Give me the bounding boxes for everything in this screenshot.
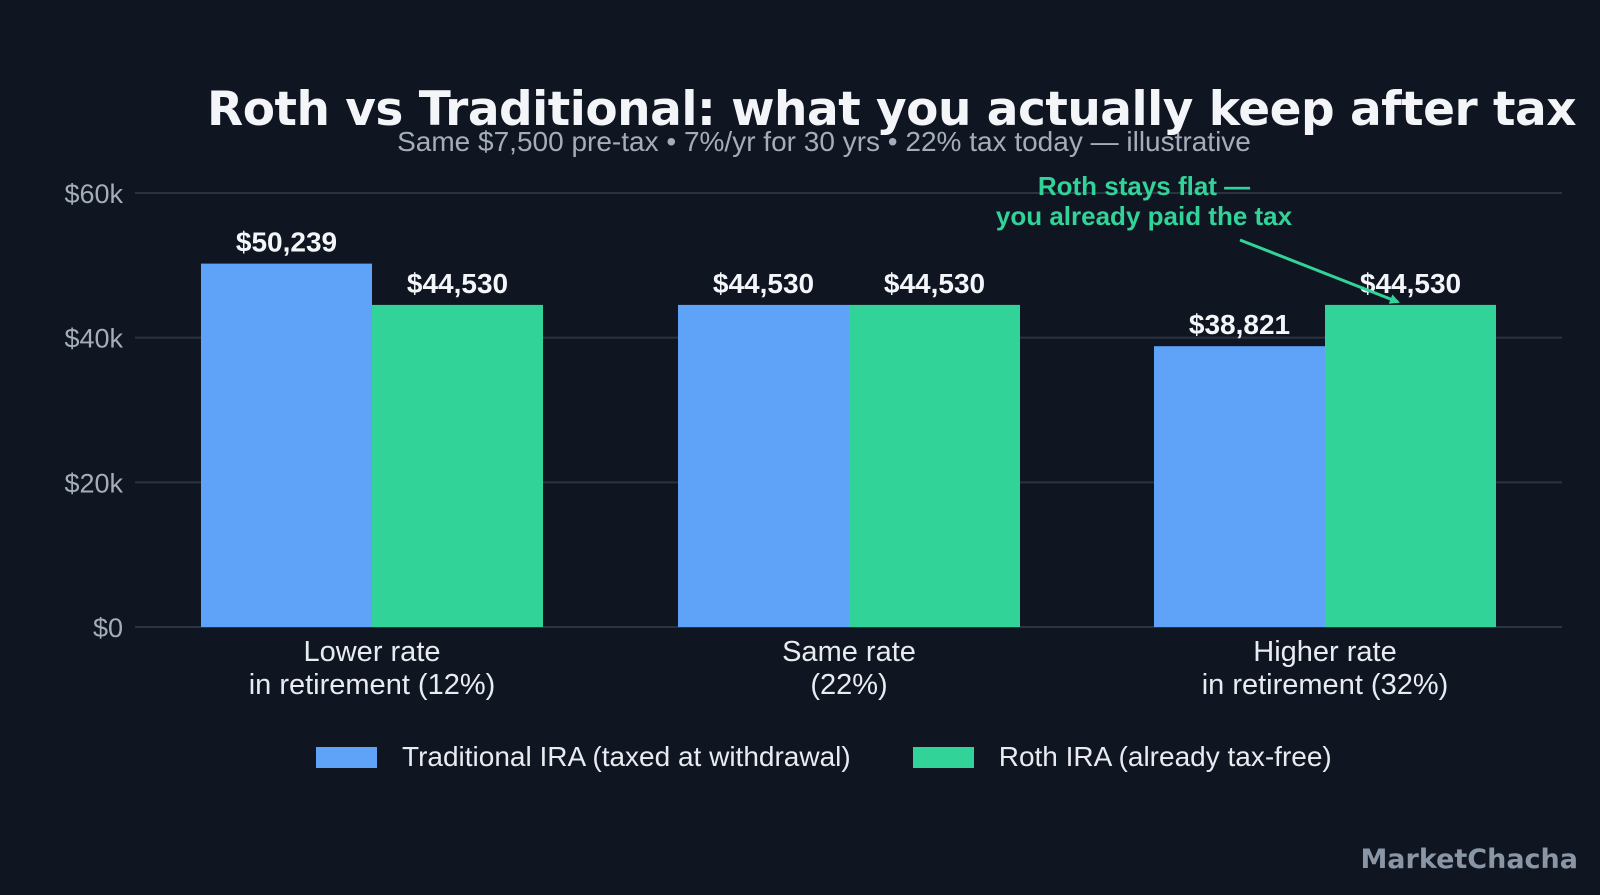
chart-subtitle: Same $7,500 pre-tax • 7%/yr for 30 yrs •…: [397, 126, 1251, 157]
legend-item-traditional: Traditional IRA (taxed at withdrawal): [316, 741, 851, 773]
legend-swatch-roth: [912, 746, 974, 768]
annotation: Roth stays flat — you already paid the ta…: [996, 171, 1400, 304]
y-tick-label: $0: [93, 613, 123, 643]
y-tick-label: $20k: [64, 468, 123, 498]
bar-traditional: [1154, 346, 1325, 627]
data-label: $44,530: [713, 268, 814, 299]
x-tick-label: Same rate (22%): [782, 636, 916, 701]
x-tick-label: Lower rate in retirement (12%): [249, 636, 496, 701]
bar-roth: [1325, 304, 1496, 627]
data-label: $50,239: [236, 227, 337, 258]
bar-traditional: [201, 263, 372, 627]
chart-title: Roth vs Traditional: what you actually k…: [207, 82, 1577, 137]
data-label: $44,530: [884, 268, 985, 299]
annotation-arrow: [1239, 238, 1400, 304]
legend-item-roth: Roth IRA (already tax-free): [912, 741, 1332, 773]
legend-label-traditional: Traditional IRA (taxed at withdrawal): [402, 741, 851, 772]
legend-label-roth: Roth IRA (already tax-free): [998, 741, 1332, 772]
brand-logo: MarketChacha: [1360, 844, 1578, 875]
annotation-text: Roth stays flat — you already paid the ta…: [996, 171, 1293, 231]
bar-roth: [372, 304, 543, 627]
data-label: $44,530: [407, 268, 508, 299]
x-tick-label: Higher rate in retirement (32%): [1202, 636, 1449, 701]
y-tick-label: $40k: [64, 324, 123, 354]
legend: Traditional IRA (taxed at withdrawal) Ro…: [316, 740, 1394, 774]
legend-swatch-traditional: [316, 746, 377, 768]
data-label: $38,821: [1189, 309, 1290, 340]
bar-roth: [849, 304, 1020, 627]
bars: [201, 263, 1496, 627]
axis-labels: $0 $20k $40k $60k Lower rate in retirement (1…: [64, 179, 1448, 701]
y-tick-label: $60k: [64, 179, 123, 209]
bar-traditional: [678, 304, 849, 627]
